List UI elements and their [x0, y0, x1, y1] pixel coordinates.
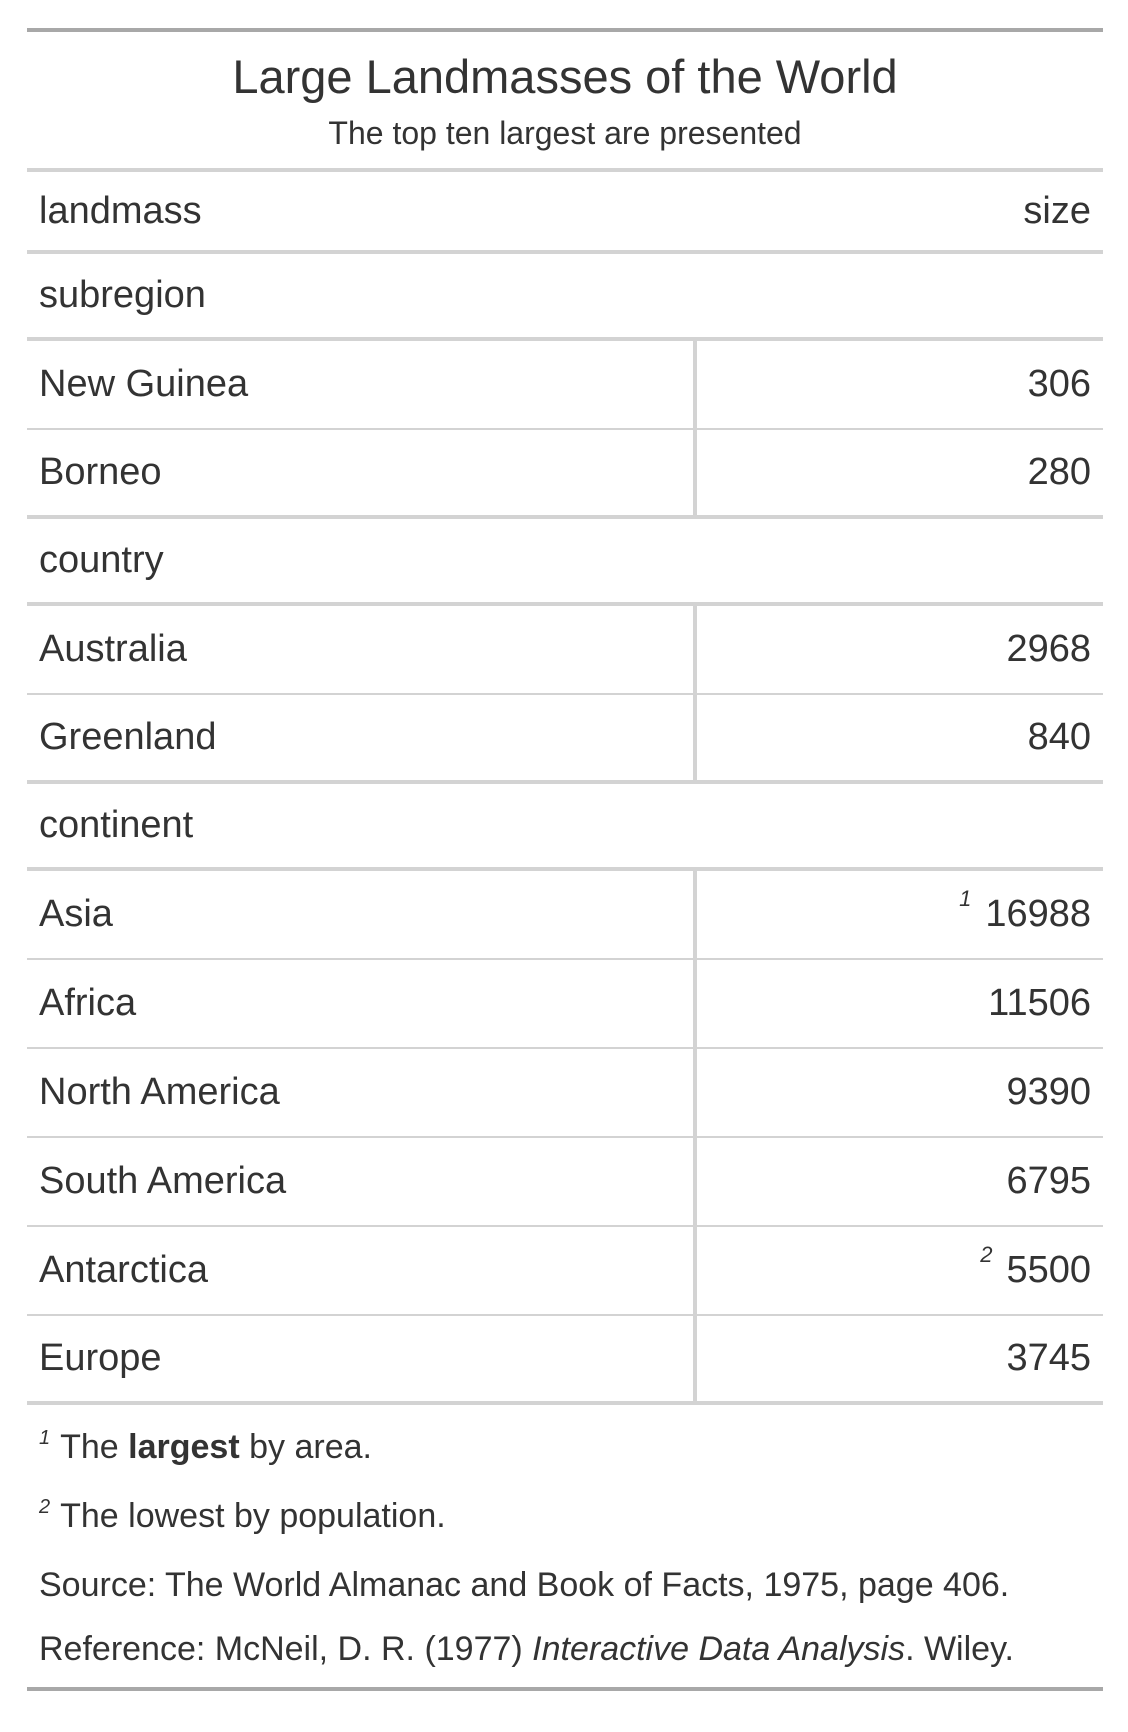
- group-row-subregion: subregion: [27, 254, 1103, 341]
- table-row: South America 6795: [27, 1138, 1103, 1227]
- landmass-cell: Australia: [27, 606, 697, 693]
- table-row: Antarctica 2 5500: [27, 1227, 1103, 1316]
- size-cell: 306: [1027, 363, 1091, 405]
- landmass-cell: South America: [27, 1138, 697, 1225]
- landmass-cell: Europe: [27, 1316, 697, 1401]
- landmass-table: Large Landmasses of the World The top te…: [27, 28, 1103, 1691]
- size-value: 16988: [985, 893, 1091, 935]
- size-cell: 2 5500: [697, 1227, 1103, 1314]
- size-cell: 2968: [1006, 628, 1091, 670]
- landmass-cell: North America: [27, 1049, 697, 1136]
- footnote-1: 1 The largest by area.: [39, 1415, 1091, 1484]
- landmass-cell: Borneo: [27, 430, 697, 515]
- size-cell: 9390: [1006, 1071, 1091, 1113]
- table-heading: Large Landmasses of the World The top te…: [27, 32, 1103, 172]
- table-row: Africa 11506: [27, 960, 1103, 1049]
- footnote-text: The lowest by population.: [60, 1497, 446, 1535]
- footnote-text: by area.: [239, 1428, 372, 1466]
- reference-note: Reference: McNeil, D. R. (1977) Interact…: [39, 1617, 1091, 1681]
- landmass-cell: Greenland: [27, 695, 697, 780]
- footnote-marker: 2: [980, 1241, 993, 1267]
- table-row: Asia 1 16988: [27, 871, 1103, 960]
- landmass-cell: Asia: [27, 871, 697, 958]
- table-row: Greenland 840: [27, 695, 1103, 784]
- column-header-landmass: landmass: [39, 189, 202, 232]
- size-cell: 280: [1027, 451, 1091, 493]
- footnote-marker: 1: [959, 885, 972, 911]
- table-subtitle: The top ten largest are presented: [328, 115, 802, 151]
- landmass-cell: Africa: [27, 960, 697, 1047]
- size-cell: 6795: [1006, 1160, 1091, 1202]
- table-row: Australia 2968: [27, 606, 1103, 695]
- table-title: Large Landmasses of the World: [232, 50, 898, 103]
- size-cell: 11506: [988, 982, 1091, 1024]
- group-row-continent: continent: [27, 784, 1103, 871]
- reference-italic-title: Interactive Data Analysis: [532, 1630, 906, 1668]
- footnote-text: The: [60, 1428, 129, 1466]
- table-row: New Guinea 306: [27, 341, 1103, 430]
- landmass-cell: New Guinea: [27, 341, 697, 428]
- footnote-2: 2 The lowest by population.: [39, 1484, 1091, 1553]
- reference-text: Reference: McNeil, D. R. (1977): [39, 1630, 533, 1668]
- footnote-bold-text: largest: [128, 1428, 240, 1466]
- size-cell: 840: [1027, 716, 1091, 758]
- table-row: North America 9390: [27, 1049, 1103, 1138]
- landmass-cell: Antarctica: [27, 1227, 697, 1314]
- size-value: 5500: [1006, 1249, 1091, 1291]
- table-row: Europe 3745: [27, 1316, 1103, 1405]
- column-headers: landmass size: [27, 172, 1103, 254]
- footnote-marker: 1: [39, 1427, 51, 1449]
- footnote-marker: 2: [39, 1496, 51, 1518]
- table-footer: 1 The largest by area. 2 The lowest by pop…: [27, 1405, 1103, 1691]
- reference-text: . Wiley.: [905, 1630, 1015, 1668]
- table-top-border: [27, 28, 1103, 32]
- size-cell: 1 16988: [697, 871, 1103, 958]
- group-row-country: country: [27, 519, 1103, 606]
- column-header-size: size: [1023, 189, 1091, 232]
- source-note: Source: The World Almanac and Book of Fa…: [39, 1566, 1010, 1604]
- size-cell: 3745: [1006, 1337, 1091, 1379]
- table-row: Borneo 280: [27, 430, 1103, 519]
